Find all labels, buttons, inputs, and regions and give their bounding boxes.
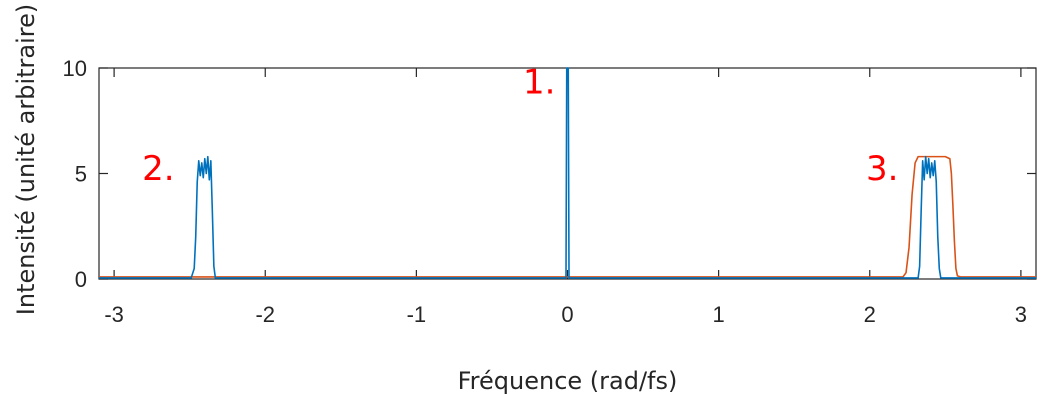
annotation-label: 3.	[866, 149, 898, 189]
annotation-label: 1.	[523, 62, 555, 102]
x-tick-label: -2	[255, 302, 275, 327]
y-tick-label: 10	[63, 56, 87, 81]
x-axis-title: Fréquence (rad/fs)	[458, 367, 678, 394]
x-tick-label: -3	[104, 302, 124, 327]
series-layer	[99, 67, 1036, 279]
y-tick-label: 5	[75, 162, 87, 187]
x-tick-label: 2	[864, 302, 876, 327]
annotations: 1. 2. 3.	[142, 62, 898, 189]
y-axis-title: Intensité (unité arbitraire)	[12, 4, 40, 316]
x-tick-label: 1	[713, 302, 725, 327]
annotation-label: 2.	[142, 149, 174, 189]
x-tick-label: 3	[1015, 302, 1027, 327]
series-line-0	[99, 67, 1036, 279]
x-tick-label: 0	[561, 302, 573, 327]
tick-labels: -3 -2 -1 0 1 2 3 0 5 10	[63, 56, 1027, 327]
x-tick-label: -1	[407, 302, 427, 327]
y-tick-label: 0	[75, 267, 87, 292]
series-line-1	[99, 155, 1036, 278]
